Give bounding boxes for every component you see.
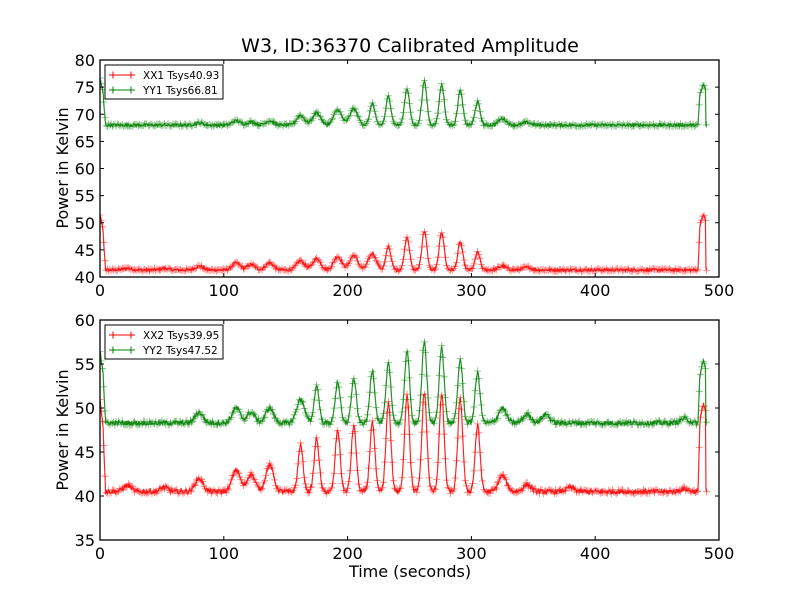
- x-tick-label: 0: [95, 281, 105, 300]
- x-tick-label: 200: [332, 544, 363, 563]
- y-tick-label: 45: [75, 443, 95, 462]
- x-tick-label: 400: [580, 281, 611, 300]
- plot-area: [100, 338, 711, 498]
- x-tick-label: 0: [95, 544, 105, 563]
- x-tick-label: 300: [456, 544, 487, 563]
- y-tick-label: 40: [75, 268, 95, 287]
- x-axis-label: Time (seconds): [348, 562, 471, 581]
- y-tick-label: 55: [75, 355, 95, 374]
- legend-label: YY1 Tsys66.81: [142, 85, 218, 97]
- legend: XX1 Tsys40.93 YY1 Tsys66.81: [104, 64, 224, 100]
- x-tick-label: 400: [580, 544, 611, 563]
- legend-box: [104, 324, 224, 360]
- series-markers-yy1: [100, 74, 711, 130]
- bottom-panel: 0 100 200 300 400 500 35 40 45 50 55 60 XX2 Tsys39.9…: [75, 311, 735, 563]
- chart-title: W3, ID:36370 Calibrated Amplitude: [241, 35, 579, 57]
- x-tick-label: 500: [704, 281, 735, 300]
- y-tick-label: 40: [75, 487, 95, 506]
- legend-label: YY2 Tsys47.52: [142, 345, 218, 357]
- y-tick-label: 70: [75, 105, 95, 124]
- y-tick-label: 50: [75, 214, 95, 233]
- legend-label: XX2 Tsys39.95: [143, 330, 219, 342]
- y-tick-label: 45: [75, 241, 95, 260]
- y-tick-label: 60: [75, 311, 95, 330]
- series-markers-xx1: [100, 211, 711, 275]
- top-y-axis-label: Power in Kelvin: [53, 107, 72, 228]
- y-tick-label: 55: [75, 187, 95, 206]
- axes-frame: [99, 319, 720, 541]
- y-tick-label: 65: [75, 132, 95, 151]
- y-tick-label: 35: [75, 531, 95, 550]
- legend-box: [104, 64, 224, 100]
- y-tick-label: 50: [75, 399, 95, 418]
- legend: XX2 Tsys39.95 YY2 Tsys47.52: [104, 324, 224, 360]
- y-tick-label: 75: [75, 78, 95, 97]
- x-tick-label: 200: [332, 281, 363, 300]
- legend-label: XX1 Tsys40.93: [143, 70, 219, 82]
- bottom-y-axis-label: Power in Kelvin: [53, 369, 72, 490]
- x-tick-label: 300: [456, 281, 487, 300]
- top-panel: 0 100 200 300 400 500 40 45 50 55 60 65 70 75 80 XX1 Ts…: [75, 51, 735, 300]
- y-tick-label: 60: [75, 160, 95, 179]
- x-tick-label: 100: [209, 544, 240, 563]
- y-tick-label: 80: [75, 51, 95, 70]
- series-markers-yy2: [100, 338, 711, 429]
- plot-area: [100, 74, 711, 275]
- series-markers-xx2: [100, 390, 711, 498]
- x-tick-label: 100: [209, 281, 240, 300]
- x-tick-label: 500: [704, 544, 735, 563]
